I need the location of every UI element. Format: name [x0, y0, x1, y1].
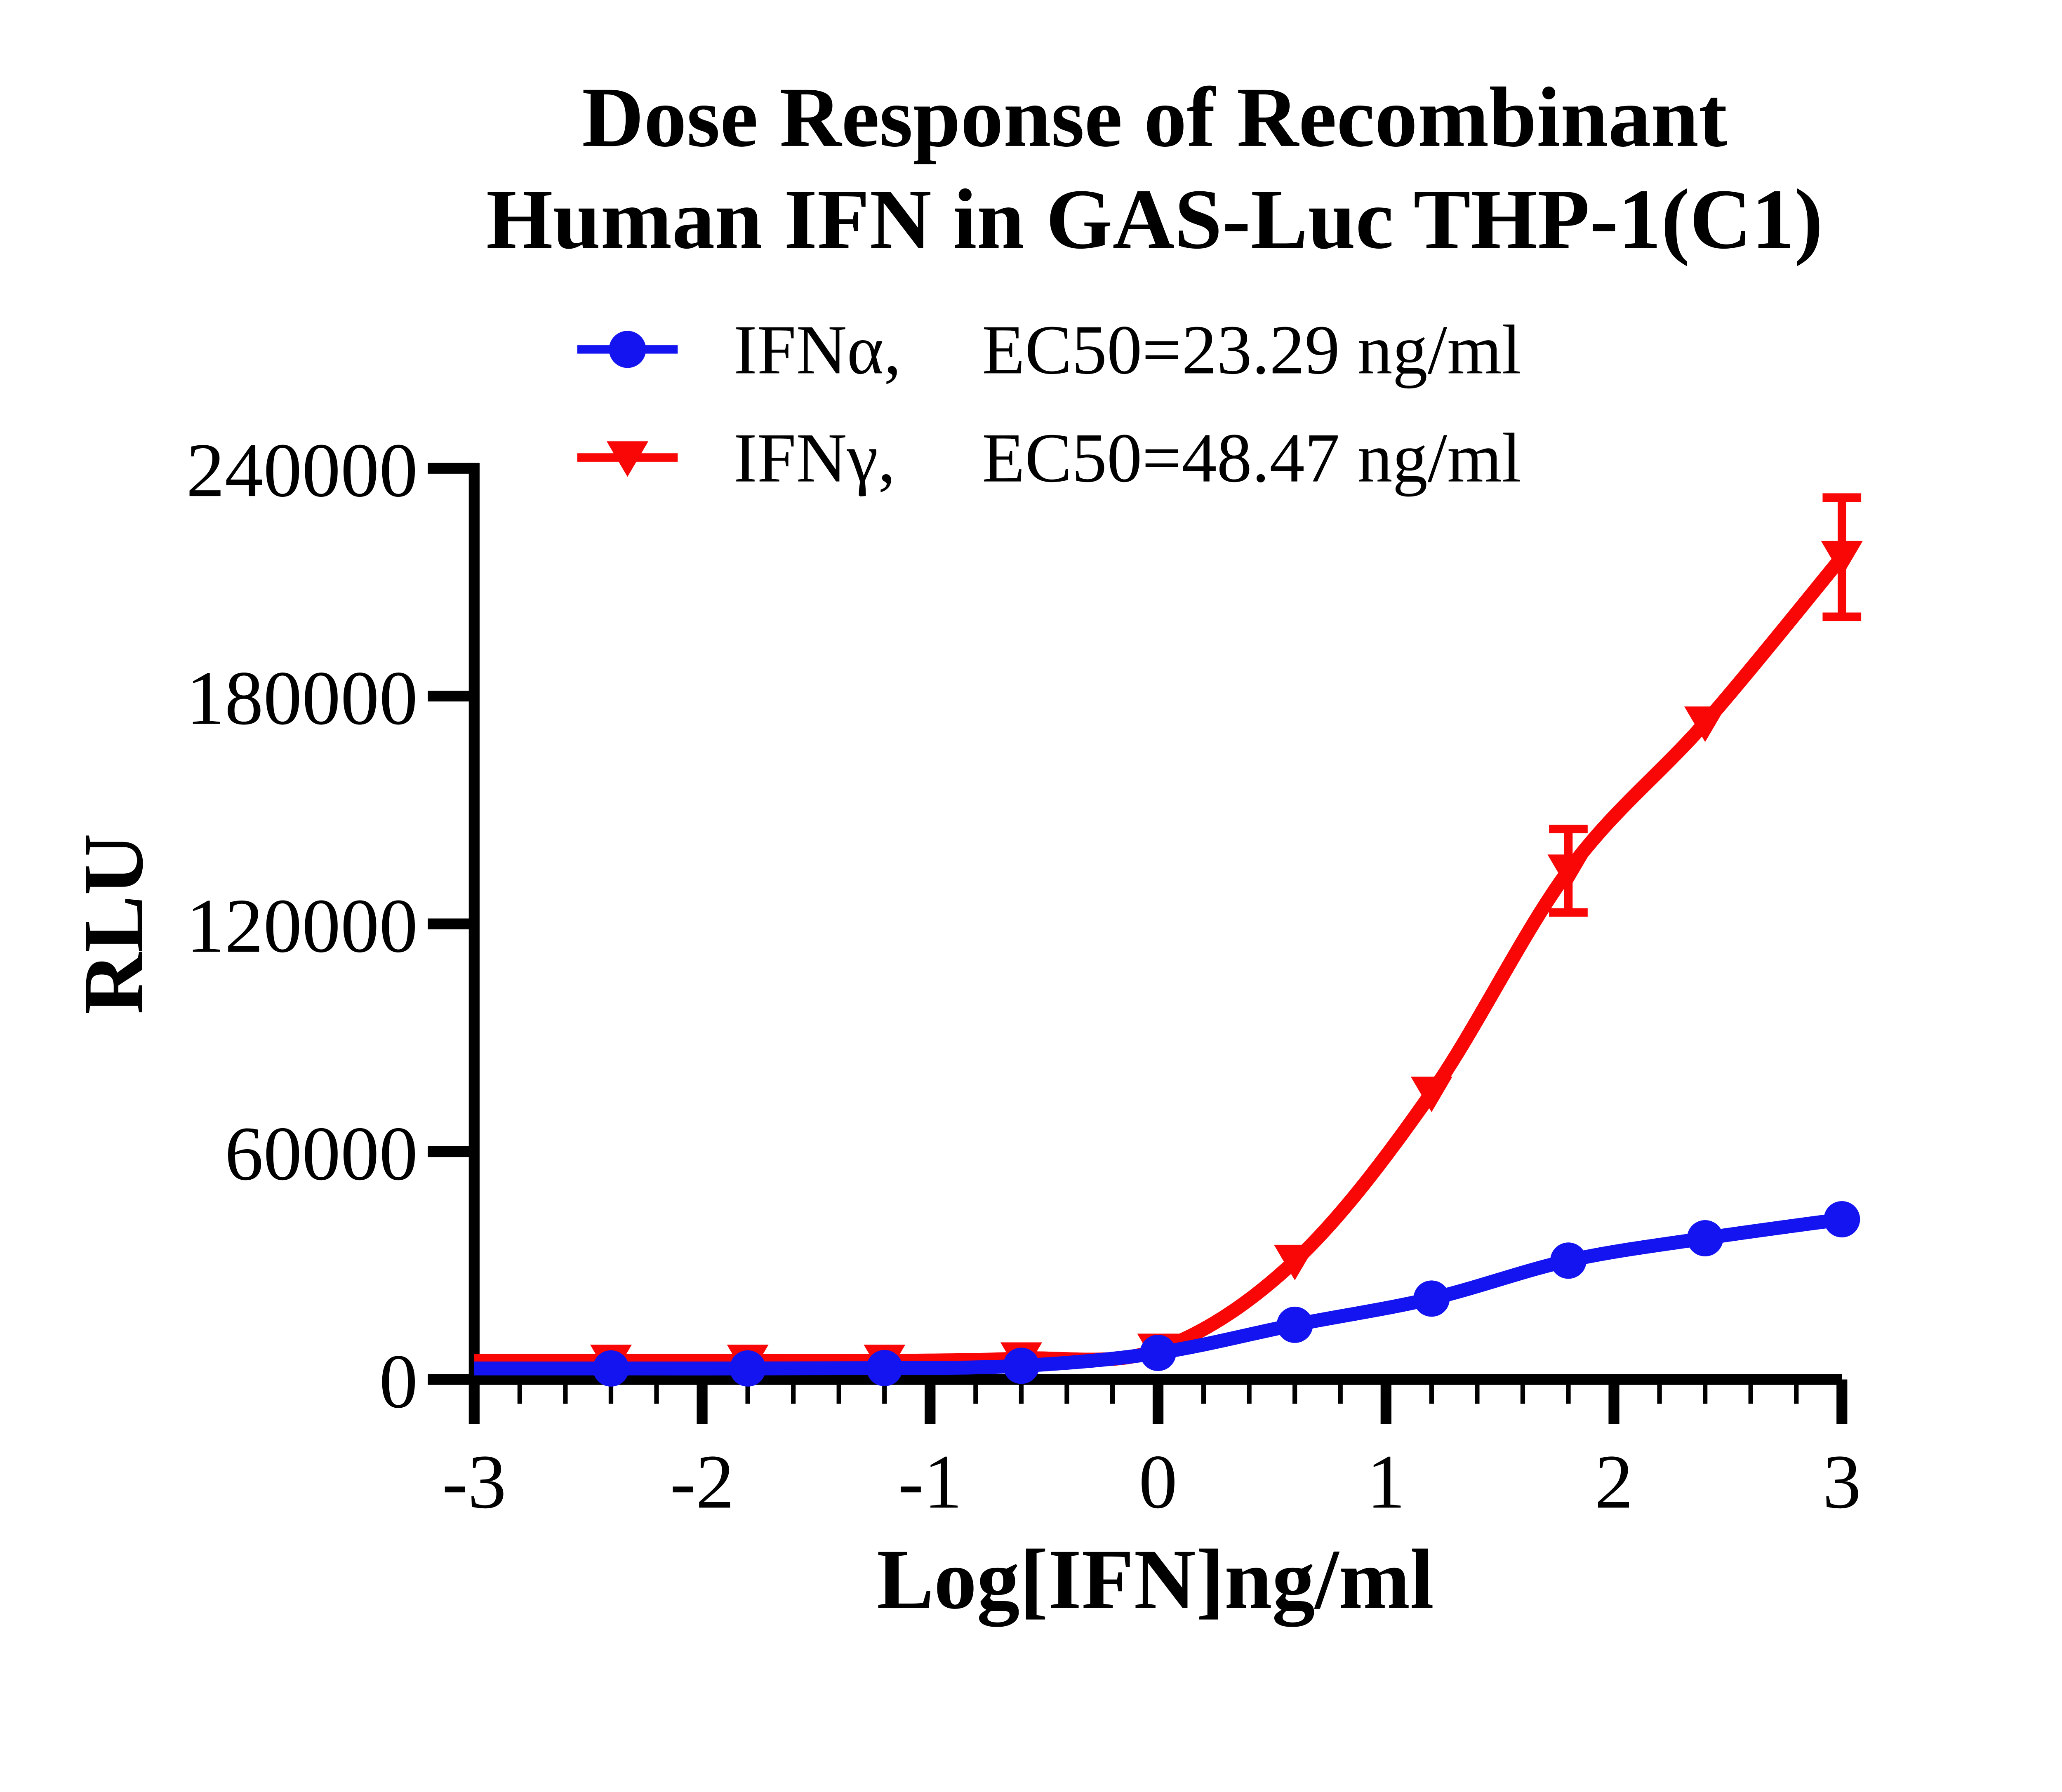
y-tick-label: 0: [379, 1338, 418, 1424]
x-tick-label: -3: [442, 1439, 506, 1524]
data-point-circle: [593, 1350, 629, 1387]
chart-title-line-1: Dose Response of Recombinant: [582, 70, 1727, 165]
data-point-circle: [1687, 1220, 1723, 1256]
series-area: [474, 493, 1863, 1387]
x-tick-label: 1: [1367, 1439, 1405, 1524]
series-IFNα: [474, 1201, 1860, 1387]
data-point-circle: [1413, 1280, 1450, 1317]
legend: IFNα, EC50=23.29 ng/ml IFNγ, EC50=48.47 …: [577, 310, 1521, 497]
y-axis-title: RLU: [66, 833, 161, 1014]
plot-area: -3 -2 -1 0 1 2 3 0 60000 120000 180000 240000: [186, 427, 1863, 1524]
legend-circle-marker-icon: [609, 331, 646, 368]
x-axis-title: Log[IFN]ng/ml: [877, 1532, 1434, 1627]
y-tick-label: 180000: [186, 655, 418, 741]
legend-ec50-ifn-alpha: EC50=23.29 ng/ml: [982, 310, 1521, 388]
x-tick-label: 0: [1139, 1439, 1177, 1524]
dose-response-chart: Dose Response of Recombinant Human IFN i…: [66, 69, 1863, 1627]
y-ticks: 0 60000 120000 180000 240000: [186, 427, 474, 1424]
legend-ec50-ifn-gamma: EC50=48.47 ng/ml: [982, 419, 1521, 497]
fit-curve: [474, 553, 1848, 1368]
y-tick-label: 60000: [225, 1110, 418, 1196]
x-ticks: -3 -2 -1 0 1 2 3: [442, 1379, 1861, 1524]
y-tick-label: 120000: [186, 883, 418, 969]
x-tick-label: 3: [1822, 1439, 1861, 1524]
legend-label-ifn-gamma: IFNγ,: [734, 419, 895, 497]
dose-response-figure: Dose Response of Recombinant Human IFN i…: [66, 69, 1863, 1627]
data-point-triangle: [1410, 1077, 1452, 1112]
x-tick-label: -1: [898, 1439, 962, 1524]
y-tick-label: 240000: [186, 427, 418, 513]
data-point-circle: [730, 1350, 766, 1387]
data-point-circle: [1140, 1335, 1177, 1371]
data-point-triangle: [1821, 541, 1863, 577]
legend-triangle-marker-icon: [606, 441, 649, 477]
data-point-triangle: [1684, 706, 1726, 742]
data-point-circle: [1550, 1242, 1587, 1279]
data-point-triangle: [1274, 1244, 1316, 1281]
data-point-circle: [1003, 1348, 1040, 1384]
x-tick-label: 2: [1595, 1439, 1634, 1524]
legend-item-ifn-alpha: IFNα, EC50=23.29 ng/ml: [577, 310, 1521, 388]
legend-label-ifn-alpha: IFNα,: [734, 310, 901, 388]
data-point-circle: [1276, 1306, 1313, 1343]
data-point-triangle: [1547, 854, 1589, 890]
x-minor-ticks: [517, 1385, 1799, 1404]
data-point-circle: [866, 1350, 903, 1386]
chart-title-line-2: Human IFN in GAS-Luc THP-1(C1): [486, 172, 1823, 266]
legend-item-ifn-gamma: IFNγ, EC50=48.47 ng/ml: [577, 419, 1521, 497]
x-tick-label: -2: [670, 1439, 734, 1524]
data-point-circle: [1824, 1201, 1860, 1237]
